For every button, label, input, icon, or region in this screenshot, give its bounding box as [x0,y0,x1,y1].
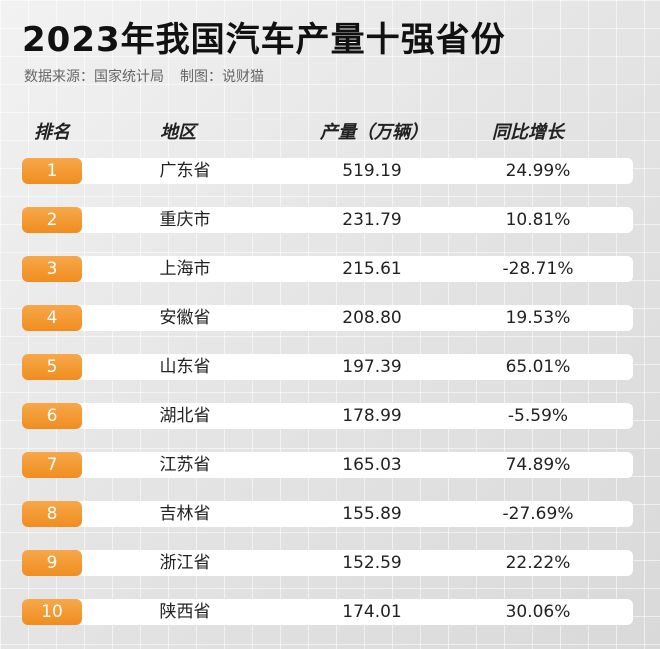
rank-badge: 10 [22,599,82,625]
region-cell: 浙江省 [159,553,211,573]
growth-cell: 10.81% [505,210,571,230]
growth-cell: -5.59% [507,406,569,426]
table-row: 3 上海市 215.61 -28.71% [22,256,633,282]
output-cell: 519.19 [342,161,402,181]
growth-cell: 22.22% [505,553,571,573]
output-cell: 178.99 [342,406,402,426]
output-cell: 215.61 [342,259,402,279]
header-region: 地区 [160,122,196,143]
region-cell: 广东省 [159,161,211,181]
growth-cell: 19.53% [505,308,571,328]
rank-badge: 4 [22,305,82,331]
maker-label: 制图：说财猫 [180,69,264,85]
growth-cell: 30.06% [505,602,571,622]
table-row: 2 重庆市 231.79 10.81% [22,207,633,233]
region-cell: 陕西省 [159,602,211,622]
rank-badge: 8 [22,501,82,527]
output-cell: 165.03 [342,455,402,475]
rank-badge: 1 [22,158,82,184]
rank-badge: 3 [22,256,82,282]
region-cell: 重庆市 [159,210,211,230]
header-output: 产量（万辆） [320,122,428,143]
subtitle: 数据来源：国家统计局 制图：说财猫 [24,66,264,86]
table-row: 8 吉林省 155.89 -27.69% [22,501,633,527]
table-row: 10 陕西省 174.01 30.06% [22,599,633,625]
output-cell: 152.59 [342,553,402,573]
region-cell: 江苏省 [159,455,211,475]
header-growth: 同比增长 [492,122,564,143]
table-row: 1 广东省 519.19 24.99% [22,158,633,184]
table-row: 4 安徽省 208.80 19.53% [22,305,633,331]
region-cell: 安徽省 [159,308,211,328]
output-cell: 208.80 [342,308,402,328]
rank-badge: 2 [22,207,82,233]
region-cell: 吉林省 [159,504,211,524]
growth-cell: 74.89% [505,455,571,475]
output-cell: 155.89 [342,504,402,524]
growth-cell: 65.01% [505,357,571,377]
table-row: 6 湖北省 178.99 -5.59% [22,403,633,429]
output-cell: 174.01 [342,602,402,622]
rank-badge: 5 [22,354,82,380]
output-cell: 231.79 [342,210,402,230]
table-row: 7 江苏省 165.03 74.89% [22,452,633,478]
rank-badge: 9 [22,550,82,576]
region-cell: 湖北省 [159,406,211,426]
table-header: 排名 地区 产量（万辆） 同比增长 [0,118,660,144]
region-cell: 上海市 [159,259,211,279]
rank-badge: 7 [22,452,82,478]
growth-cell: 24.99% [505,161,571,181]
page-title: 2023年我国汽车产量十强省份 [22,20,506,60]
growth-cell: -28.71% [502,259,574,279]
header-rank: 排名 [34,122,70,143]
table-row: 9 浙江省 152.59 22.22% [22,550,633,576]
table-row: 5 山东省 197.39 65.01% [22,354,633,380]
region-cell: 山东省 [159,357,211,377]
output-cell: 197.39 [342,357,402,377]
rank-badge: 6 [22,403,82,429]
growth-cell: -27.69% [502,504,574,524]
source-label: 数据来源：国家统计局 [24,69,164,85]
